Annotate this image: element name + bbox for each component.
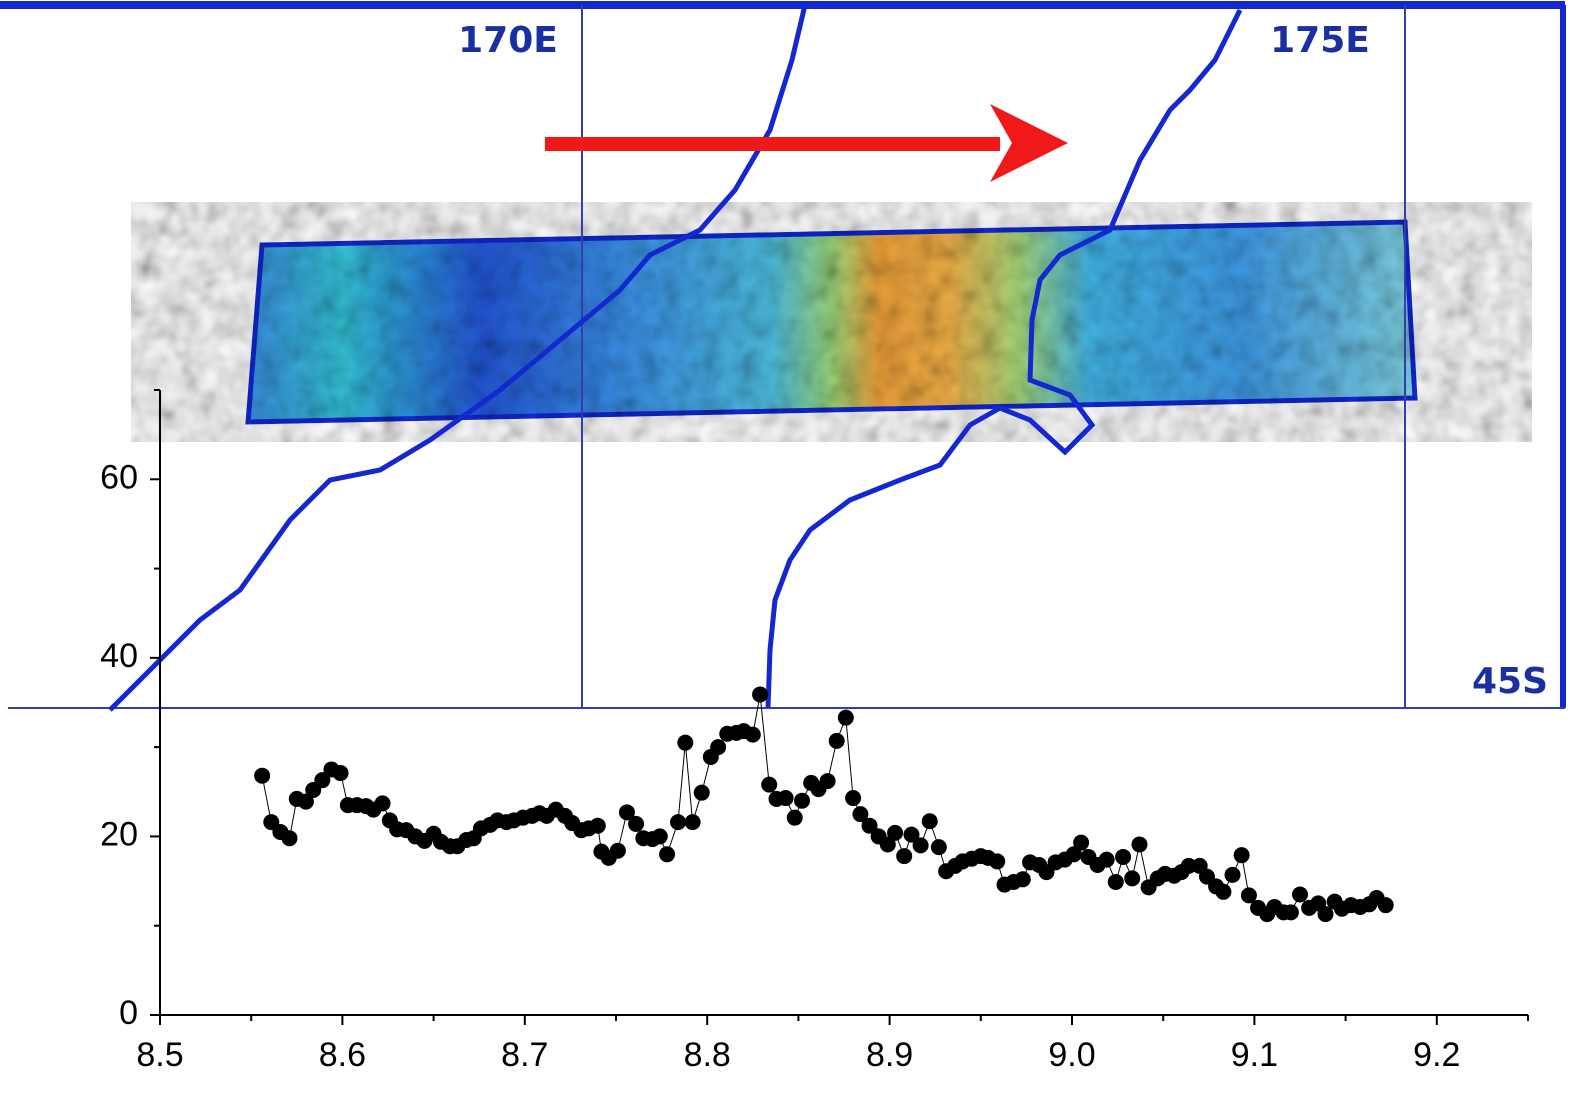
data-point <box>1224 866 1241 883</box>
x-tick-label: 8.8 <box>684 1036 731 1074</box>
data-point <box>1215 883 1232 900</box>
data-point <box>1377 897 1394 914</box>
data-point <box>930 839 947 856</box>
map: 170E 175E 45S <box>0 1 1566 712</box>
data-point <box>887 824 904 841</box>
data-point <box>896 848 913 865</box>
data-point <box>752 686 769 703</box>
data-point <box>1098 851 1115 868</box>
data-point <box>903 826 920 843</box>
data-point <box>1240 887 1257 904</box>
y-tick-label: 0 <box>119 994 138 1032</box>
swath <box>245 219 1418 425</box>
x-tick-label: 9.1 <box>1231 1036 1278 1074</box>
x-tick-label: 9.2 <box>1413 1036 1460 1074</box>
x-tick-label: 8.5 <box>136 1036 183 1074</box>
y-tick-label: 40 <box>100 637 138 675</box>
coastline <box>108 4 808 712</box>
arrow-head <box>990 104 1068 182</box>
data-point <box>1073 834 1090 851</box>
data-point <box>828 732 845 749</box>
data-point <box>1131 836 1148 853</box>
x-tick-label: 8.6 <box>319 1036 366 1074</box>
map-label: 175E <box>1270 20 1370 61</box>
y-tick-label: 60 <box>100 458 138 496</box>
data-point <box>281 830 298 847</box>
data-point <box>628 815 645 832</box>
data-point <box>921 813 938 830</box>
data-point <box>1180 857 1197 874</box>
data-point <box>693 784 710 801</box>
data-point <box>710 739 727 756</box>
x-tick-label: 9.0 <box>1048 1036 1095 1074</box>
data-point <box>651 828 668 845</box>
data-point <box>374 795 391 812</box>
map-label: 45S <box>1472 661 1548 702</box>
data-point <box>589 817 606 834</box>
data-point <box>1282 904 1299 921</box>
data-point <box>659 846 676 863</box>
x-tick-label: 8.9 <box>866 1036 913 1074</box>
data-point <box>670 814 687 831</box>
x-tick-label: 8.7 <box>501 1036 548 1074</box>
coastline <box>765 8 1243 709</box>
data-point <box>1107 873 1124 890</box>
data-point <box>1124 870 1141 887</box>
data-point <box>852 806 869 823</box>
data-point <box>684 814 701 831</box>
data-point <box>912 837 929 854</box>
data-point <box>332 765 349 782</box>
data-point <box>1233 847 1250 864</box>
data-point <box>794 792 811 809</box>
data-point <box>744 726 761 743</box>
data-point <box>314 772 331 789</box>
data-point <box>837 709 854 726</box>
map-label: 170E <box>458 20 558 61</box>
data-point <box>786 809 803 826</box>
data-point <box>297 793 314 810</box>
data-point <box>1014 871 1031 888</box>
data-point <box>1065 846 1082 863</box>
data-point <box>1292 886 1308 903</box>
data-point <box>777 790 794 807</box>
data-point <box>989 853 1006 870</box>
data-point <box>254 767 271 784</box>
data-point <box>845 790 862 807</box>
data-point <box>819 773 836 790</box>
data-point <box>1115 848 1132 865</box>
data-point <box>609 842 626 859</box>
data-point <box>677 734 694 751</box>
data-point <box>1317 906 1334 923</box>
data-point <box>618 804 635 821</box>
y-tick-label: 20 <box>100 815 138 853</box>
data-point <box>861 817 878 834</box>
data-point <box>879 836 896 853</box>
data-point <box>761 776 778 793</box>
